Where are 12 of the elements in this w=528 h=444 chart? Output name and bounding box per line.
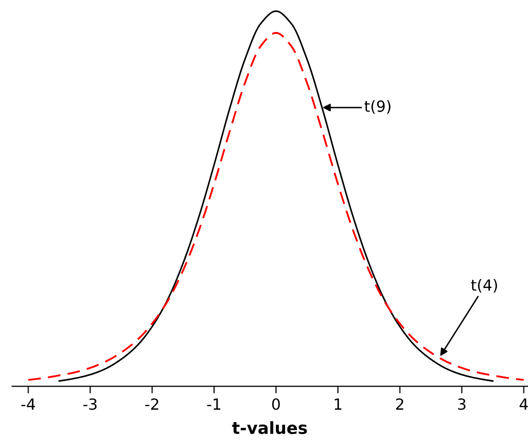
annotation: t(4) xyxy=(471,278,498,293)
annotation: t(9) xyxy=(364,100,390,114)
x-axis-title: t-values xyxy=(232,421,307,434)
x-tick-label: 1 xyxy=(334,398,342,410)
x-tick-label: 3 xyxy=(458,398,466,410)
x-tick-label: 4 xyxy=(520,398,528,410)
x-tick-label: 2 xyxy=(396,398,404,410)
x-tick-label: -3 xyxy=(83,398,97,410)
x-tick-label: -4 xyxy=(21,398,36,410)
x-tick-label: 0 xyxy=(272,398,280,410)
x-tick-label: -2 xyxy=(145,398,158,410)
x-tick-label: -1 xyxy=(207,398,220,410)
